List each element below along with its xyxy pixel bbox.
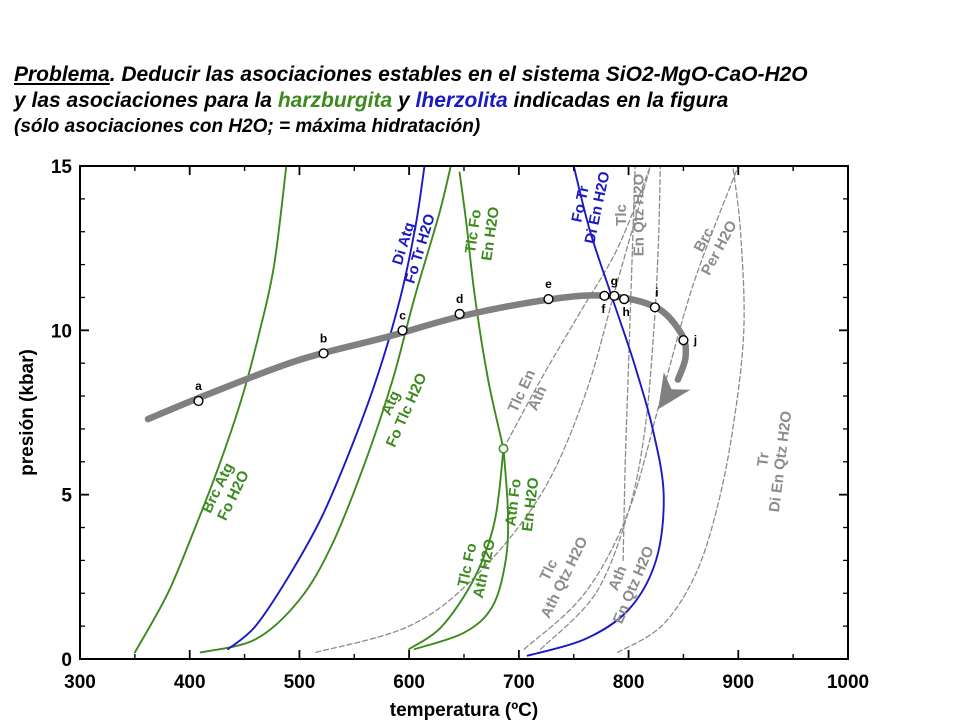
reaction-line-brc-per-h2o <box>523 165 739 650</box>
y-tick-label-5: 5 <box>61 486 72 507</box>
reaction-line-tlc-en-ath <box>502 165 652 450</box>
header-line-2: y las asociaciones para la harzburgita y… <box>14 88 954 114</box>
station-marker-i <box>649 302 661 313</box>
station-marker-h <box>619 294 630 305</box>
reaction-label-di-atg-fo-tr-h2o: Di AtgFo Tr H2O <box>385 207 439 286</box>
problem-word: Problema <box>14 63 110 86</box>
station-marker-c <box>397 325 408 336</box>
y-tick-label-0: 0 <box>61 650 72 671</box>
x-tick-label-400: 400 <box>174 672 206 693</box>
y-tick-label-10: 10 <box>51 321 72 342</box>
x-tick-label-500: 500 <box>284 672 316 693</box>
reaction-label-brc-per-h2o: BrcPer H2O <box>683 209 741 278</box>
station-label-b: b <box>320 331 327 345</box>
header-line-1: Problema. Deducir las asociaciones estab… <box>14 62 954 88</box>
problem-statement: Problema. Deducir las asociaciones estab… <box>14 62 954 140</box>
reaction-label-tlc-ath-qtz-h2o: TlcAth Qtz H2O <box>522 526 592 621</box>
x-tick-label-1000: 1000 <box>827 672 869 693</box>
reaction-label-fo-tr-di-en-h2o: Fo TrDi En H2O <box>565 166 614 245</box>
reaction-line-atg-fo-tlc-h2o <box>199 165 452 654</box>
header-line-1-text: . Deducir las asociaciones estables en e… <box>109 63 808 86</box>
reaction-line-tlc-ath-qtz-h2o <box>315 165 652 654</box>
reaction-line-fo-tr-di-en-h2o <box>526 165 665 657</box>
x-tick-label-900: 900 <box>722 672 754 693</box>
station-label-c: c <box>399 308 406 322</box>
station-label-d: d <box>456 292 463 306</box>
lherzolita-word: lherzolita <box>415 89 508 112</box>
pt-path-arrowhead <box>658 372 691 410</box>
reaction-label-line: Tlc Fo <box>462 208 485 254</box>
station-label-f: f <box>601 302 606 316</box>
reaction-label-tlc-fo-ath-h2o: Tlc FoAth H2O <box>453 534 499 600</box>
station-marker-d <box>454 308 465 320</box>
station-marker-e <box>543 294 554 305</box>
reaction-label-line: En Qtz H2O <box>630 173 647 256</box>
x-axis-title: temperatura (ºC) <box>390 700 538 720</box>
invariant-point-marker <box>498 443 509 454</box>
reaction-label-brc-atg-fo-h2o: Brc AtgFo H2O <box>199 460 253 523</box>
reaction-label-line: Tlc <box>613 204 630 226</box>
y-axis-title: presión (kbar) <box>17 349 38 476</box>
reaction-label-ath-fo-en-h2o: Ath FoEn H2O <box>502 474 543 532</box>
x-tick-label-700: 700 <box>503 672 535 693</box>
header-line-2-a: y las asociaciones para la <box>14 89 278 112</box>
reaction-label-tlc-fo-en-qtz-h2o: TlcEn Qtz H2O <box>613 173 647 256</box>
station-label-a: a <box>195 379 202 393</box>
x-tick-label-600: 600 <box>393 672 425 693</box>
header-line-2-b: y <box>392 89 416 112</box>
reaction-label-tr-di-en-qtz-h2o: TrDi En Qtz H2O <box>749 408 795 513</box>
x-tick-label-300: 300 <box>64 672 96 693</box>
y-tick-label-15: 15 <box>51 157 73 178</box>
reaction-label-tlc-fo-en-h2o: Tlc FoEn H2O <box>461 203 503 262</box>
header-line-2-c: indicadas en la figura <box>507 89 729 112</box>
reaction-label-tlc-en-ath: Tlc EnAth <box>505 367 555 422</box>
station-marker-f <box>599 290 610 301</box>
station-label-h: h <box>623 305 630 319</box>
harzburgita-word: harzburgita <box>277 89 393 112</box>
reaction-line-tlc-fo-en-h2o <box>458 171 505 450</box>
station-marker-a <box>193 395 204 407</box>
station-label-e: e <box>545 277 552 291</box>
station-marker-j <box>678 335 689 346</box>
reaction-line-di-atg-fo-tr-h2o <box>227 165 426 651</box>
reaction-label-line: Tr <box>754 451 773 467</box>
reaction-label-line: En H2O <box>519 476 543 532</box>
reaction-line-ath-en-qtz-h2o <box>540 165 662 650</box>
reaction-line-tlc-fo-ath-h2o <box>408 447 505 651</box>
reaction-line-tlc-fo-en-qtz-h2o <box>622 165 636 562</box>
station-label-g: g <box>611 274 618 288</box>
station-marker-g <box>609 290 620 301</box>
reaction-line-brc-atg-fo-h2o <box>133 165 288 654</box>
reaction-line-ath-fo-en-h2o <box>413 447 510 651</box>
station-label-i: i <box>655 285 658 299</box>
station-label-j: j <box>693 333 697 347</box>
reaction-label-line: Ath Fo <box>502 478 525 527</box>
reaction-line-tr-di-en-qtz-h2o <box>616 165 745 654</box>
x-tick-label-800: 800 <box>613 672 645 693</box>
header-line-3: (sólo asociaciones con H2O; = máxima hid… <box>14 116 481 137</box>
station-marker-b <box>318 348 329 359</box>
